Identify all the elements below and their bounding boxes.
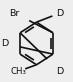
Text: D: D — [56, 9, 64, 18]
Text: Br: Br — [9, 9, 20, 18]
Text: D: D — [1, 39, 8, 48]
Text: CH₃: CH₃ — [10, 67, 26, 76]
Text: D: D — [56, 67, 64, 76]
